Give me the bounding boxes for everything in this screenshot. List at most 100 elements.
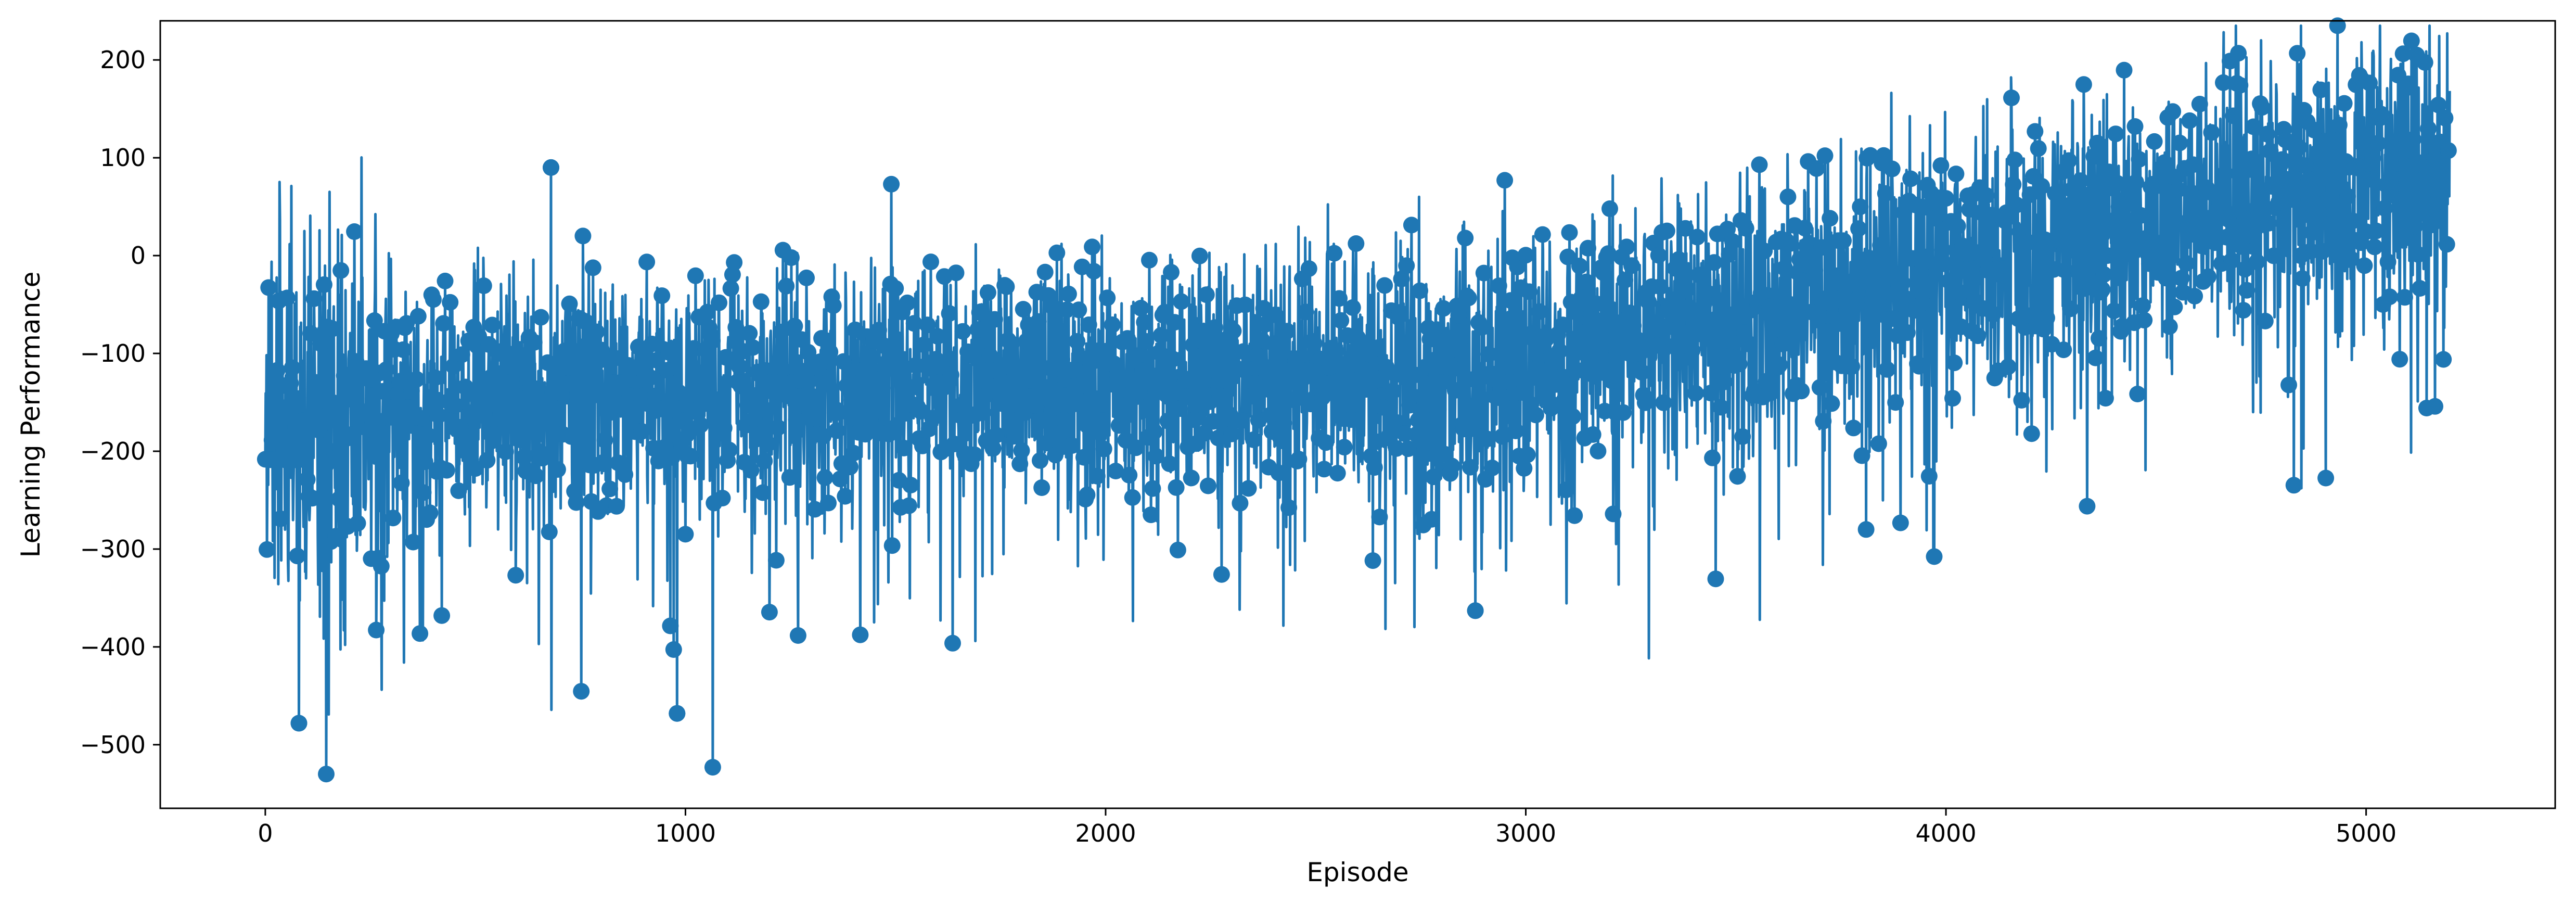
data-point [1984, 306, 2002, 323]
data-point [341, 390, 358, 408]
data-point [317, 457, 335, 474]
data-point [1104, 316, 1121, 333]
data-point [2181, 112, 2198, 129]
y-tick-label: −400 [80, 633, 146, 661]
data-point [1173, 293, 1190, 310]
data-point [2230, 45, 2247, 62]
data-point-extreme [1467, 602, 1484, 619]
data-point [929, 328, 946, 345]
data-point [868, 402, 886, 419]
data-point [914, 437, 931, 454]
data-point [1883, 160, 1901, 177]
data-point [972, 303, 990, 320]
data-point [526, 334, 543, 351]
data-point [1978, 187, 1995, 204]
data-point [1356, 365, 1373, 382]
data-point [1899, 324, 1916, 341]
data-point [1067, 386, 1084, 403]
data-point [2344, 212, 2361, 230]
data-point [1920, 468, 1938, 485]
data-point [2322, 157, 2339, 173]
data-point [565, 342, 581, 359]
data-point [687, 267, 704, 284]
data-point [1867, 289, 1884, 306]
data-point [1267, 306, 1284, 323]
data-point [299, 471, 316, 488]
data-point [1949, 218, 1966, 235]
data-point [267, 389, 284, 406]
data-point [1379, 364, 1396, 381]
data-point [2183, 184, 2200, 201]
data-point [1147, 448, 1164, 465]
data-point [2099, 247, 2116, 264]
data-point [1516, 460, 1533, 477]
data-point [568, 494, 585, 511]
data-point [2191, 96, 2208, 112]
y-tick-label: −500 [80, 731, 146, 759]
data-point [2020, 234, 2037, 251]
data-point [2072, 172, 2089, 189]
data-point [479, 452, 496, 469]
data-point [887, 280, 904, 297]
data-point [1556, 391, 1573, 409]
data-point [2013, 392, 2030, 409]
data-point [2376, 200, 2393, 217]
data-point [1912, 264, 1929, 281]
data-point [2164, 103, 2182, 120]
data-point [1764, 300, 1782, 317]
data-point [1566, 507, 1583, 524]
data-point [1210, 429, 1227, 447]
data-point [1911, 358, 1928, 375]
data-point [1623, 257, 1640, 274]
data-point [1427, 424, 1444, 441]
data-point [2400, 75, 2417, 93]
data-point [2289, 45, 2306, 62]
data-point [2420, 120, 2437, 137]
data-point [472, 403, 489, 421]
y-tick-label: −100 [80, 339, 146, 367]
data-point [2435, 351, 2452, 368]
data-point [756, 452, 773, 469]
data-point [1290, 451, 1308, 468]
data-point [368, 621, 385, 639]
data-point [1752, 285, 1770, 302]
data-point [527, 467, 544, 485]
data-point-extreme [2408, 46, 2425, 63]
data-point [1815, 413, 1832, 430]
data-point [1578, 273, 1595, 290]
data-point [759, 435, 776, 452]
data-point [1416, 394, 1433, 411]
data-point [2091, 330, 2107, 347]
data-point [2427, 398, 2443, 415]
data-point [1270, 464, 1287, 481]
data-point [1023, 342, 1040, 359]
data-point [969, 321, 986, 338]
data-point [1006, 427, 1023, 444]
data-point [835, 353, 852, 370]
data-point [2080, 240, 2097, 258]
data-point [1121, 466, 1138, 484]
data-point [1045, 299, 1062, 316]
data-point [1232, 494, 1249, 512]
data-point [1721, 246, 1738, 263]
data-point [1152, 327, 1170, 344]
data-point [660, 344, 677, 361]
data-point [1225, 322, 1242, 339]
data-point [1994, 260, 2011, 277]
data-point [975, 404, 992, 421]
data-point [1364, 552, 1381, 569]
data-point [1648, 337, 1665, 354]
data-point [1274, 433, 1291, 449]
plot-frame [159, 20, 2556, 809]
data-point [1499, 361, 1516, 378]
data-point [954, 323, 971, 340]
data-point [2330, 117, 2348, 134]
data-point [2146, 133, 2163, 150]
data-point [2186, 288, 2203, 304]
data-point [2324, 134, 2341, 151]
data-point [1033, 479, 1050, 496]
data-point [1342, 411, 1360, 428]
data-point [724, 266, 741, 283]
